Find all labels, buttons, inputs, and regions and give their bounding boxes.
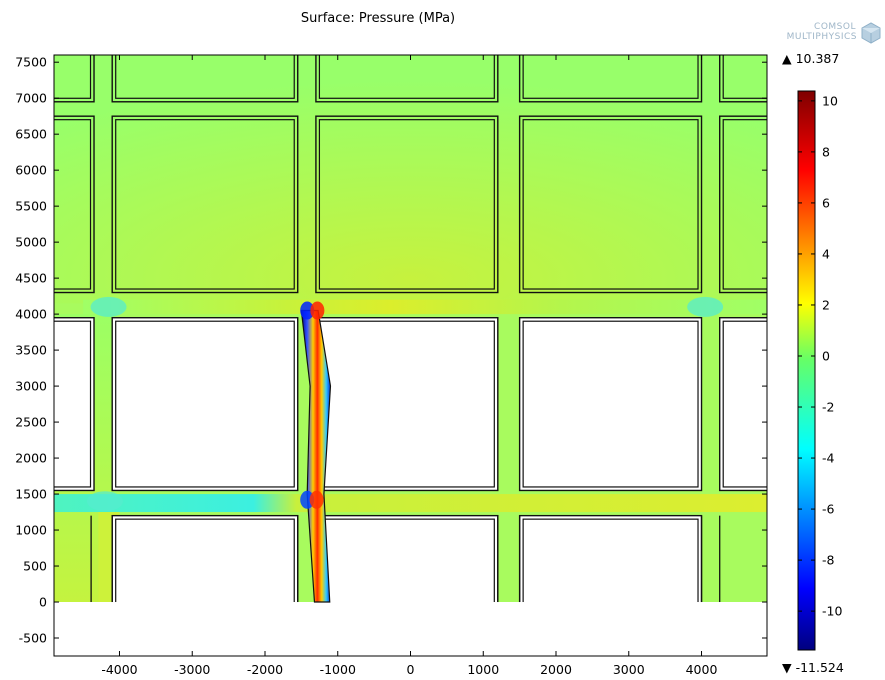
block-inner <box>522 119 699 290</box>
block-outer <box>518 115 703 294</box>
block-inner <box>318 55 495 99</box>
y-tick-label: 1000 <box>15 523 47 538</box>
x-tick-label: 3000 <box>613 662 645 677</box>
y-tick-label: 5500 <box>15 199 47 214</box>
x-tick-label: -3000 <box>174 662 210 677</box>
y-tick-label: 6000 <box>15 163 47 178</box>
y-tick-label: 2000 <box>15 451 47 466</box>
x-tick-label: -4000 <box>101 662 137 677</box>
x-tick-label: 0 <box>407 662 415 677</box>
field-upper <box>54 55 767 304</box>
block-outer <box>518 55 703 103</box>
block-inner <box>115 518 295 656</box>
x-tick-label: 4000 <box>686 662 718 677</box>
colorbar-tick-label: 4 <box>822 246 830 261</box>
chart-title: Surface: Pressure (MPa) <box>301 11 455 26</box>
colorbar-tick-label: 0 <box>822 348 830 363</box>
field-row-4000 <box>83 299 767 315</box>
colorbar-ticks: 10 8 6 4 2 0 -2 -4 -6 -8 -10 <box>798 93 842 619</box>
block-inner <box>318 119 495 290</box>
y-tick-label: 3000 <box>15 379 47 394</box>
plot-area <box>54 55 767 656</box>
colorbar-tick-label: -8 <box>822 553 835 568</box>
x-tick-label: -1000 <box>320 662 356 677</box>
up-triangle-icon: ▲ <box>782 51 796 66</box>
block-inner <box>722 119 767 290</box>
colorbar: ▲ 10.387 10 8 6 4 2 0 -2 -4 -6 -8 -10 ▼ -11.524 <box>782 51 844 675</box>
y-tick-label: 4500 <box>15 271 47 286</box>
block-outer <box>111 115 299 294</box>
block-outer <box>54 317 95 492</box>
block-inner <box>522 55 699 99</box>
block-outer <box>315 55 499 103</box>
colorbar-gradient <box>797 90 816 651</box>
colorbar-tick-label: 10 <box>822 93 838 108</box>
colorbar-tick-label: -6 <box>822 502 835 517</box>
block-inner <box>54 320 92 488</box>
y-tick-label: 500 <box>23 559 47 574</box>
y-axis: -500 0 500 1000 1500 2000 2500 3000 3500 4000 4500… <box>15 55 767 646</box>
y-tick-label: 7500 <box>15 55 47 70</box>
pressure-extreme-spot <box>300 301 315 320</box>
x-axis: -4000 -3000 -2000 -1000 0 1000 2000 3000 4000 <box>101 55 717 677</box>
y-tick-label: 6500 <box>15 127 47 142</box>
y-tick-label: 5000 <box>15 235 47 250</box>
colorbar-min-label: ▼ -11.524 <box>782 660 844 675</box>
colorbar-tick-label: 6 <box>822 195 830 210</box>
block-inner <box>115 320 295 488</box>
colorbar-tick-label: 8 <box>822 144 830 159</box>
block-outer <box>111 317 299 492</box>
colorbar-tick-label: -4 <box>822 451 835 466</box>
svg-text:COMSOL: COMSOL <box>814 22 856 32</box>
y-tick-label: 0 <box>39 595 47 610</box>
x-tick-label: 1000 <box>467 662 499 677</box>
field-channel-1500 <box>54 494 767 513</box>
y-tick-label: 7000 <box>15 91 47 106</box>
block-outer <box>315 317 499 492</box>
field-empty-below <box>54 602 767 656</box>
junction-spot <box>90 296 127 317</box>
block-outer <box>54 115 95 294</box>
colorbar-max-label: ▲ 10.387 <box>782 51 839 66</box>
block-inner <box>722 55 767 99</box>
y-tick-label: 2500 <box>15 415 47 430</box>
y-tick-label: 3500 <box>15 343 47 358</box>
block-inner <box>115 55 295 99</box>
block-inner <box>115 119 295 290</box>
block-outer <box>54 55 95 103</box>
svg-text:MULTIPHYSICS: MULTIPHYSICS <box>787 32 857 42</box>
down-triangle-icon: ▼ <box>782 660 796 675</box>
block-outer <box>111 55 299 103</box>
block-outlines <box>54 55 767 656</box>
junction-spot <box>86 491 123 512</box>
y-tick-label: -500 <box>19 631 47 646</box>
block-outer <box>719 115 767 294</box>
block-inner <box>722 320 767 488</box>
block-outer <box>719 55 767 103</box>
pressure-extreme-spot <box>310 301 325 320</box>
x-tick-label: -2000 <box>247 662 283 677</box>
colorbar-tick-label: -10 <box>822 604 842 619</box>
block-inner <box>54 119 92 290</box>
comsol-logo: COMSOL MULTIPHYSICS <box>787 22 881 44</box>
block-inner <box>54 55 92 99</box>
y-tick-label: 1500 <box>15 487 47 502</box>
block-outer <box>518 317 703 492</box>
block-inner <box>522 518 699 656</box>
block-outer <box>315 115 499 294</box>
colorbar-tick-label: -2 <box>822 400 834 415</box>
block-outer <box>719 317 767 492</box>
colorbar-tick-label: 2 <box>822 297 830 312</box>
cube-icon <box>861 22 881 44</box>
y-tick-label: 4000 <box>15 307 47 322</box>
fracture-band <box>300 309 332 603</box>
pressure-extreme-spot <box>309 490 324 509</box>
block-inner <box>522 320 699 488</box>
fracture-zone <box>300 301 332 603</box>
junction-spot <box>687 296 724 317</box>
x-tick-label: 2000 <box>540 662 572 677</box>
